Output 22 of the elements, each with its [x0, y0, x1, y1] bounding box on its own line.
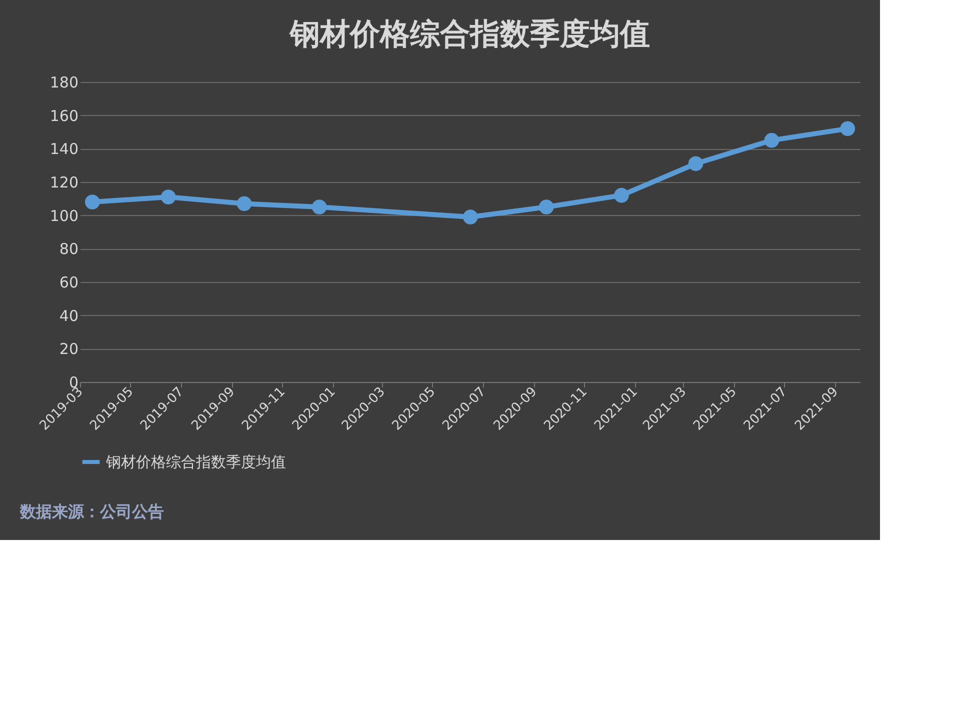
- point: [538, 200, 554, 214]
- point: [160, 190, 176, 204]
- legend-label: 钢材价格综合指数季度均值: [105, 453, 286, 471]
- point: [312, 200, 327, 214]
- point: [840, 121, 856, 136]
- point: [688, 156, 704, 172]
- point: [84, 194, 100, 210]
- y-tick-label: 40: [59, 306, 78, 325]
- point: [462, 210, 478, 224]
- point: [764, 132, 780, 148]
- y-tick-label: 100: [50, 206, 78, 225]
- chart-title: 钢材价格综合指数季度均值: [289, 17, 650, 52]
- source-note: 数据来源：公司公告: [19, 502, 164, 521]
- y-tick-label: 180: [50, 74, 78, 92]
- y-tick-label: 60: [59, 274, 78, 292]
- y-tick-label: 140: [50, 140, 78, 158]
- y-tick-label: 80: [59, 240, 78, 258]
- point: [614, 188, 629, 203]
- point: [236, 196, 252, 212]
- y-tick-label: 160: [50, 106, 78, 125]
- y-tick-label: 20: [59, 340, 78, 358]
- y-tick-label: 120: [50, 174, 78, 192]
